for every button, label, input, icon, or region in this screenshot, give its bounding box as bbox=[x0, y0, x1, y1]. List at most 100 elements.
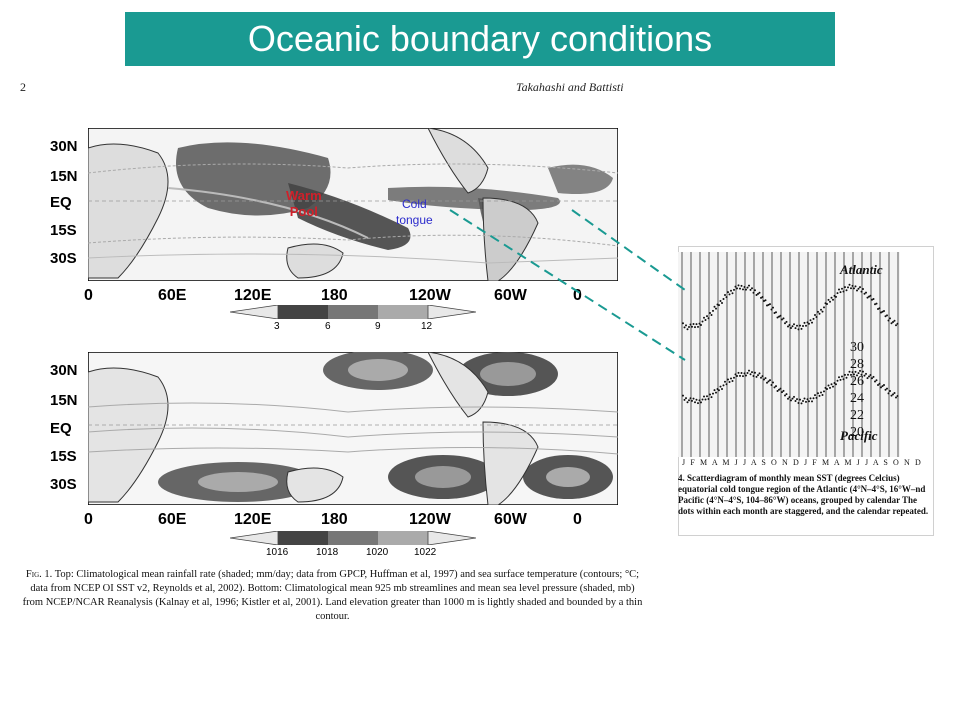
sst-scatter-dot bbox=[794, 400, 797, 403]
sst-scatter-dot bbox=[683, 326, 686, 329]
sst-scatter-dot bbox=[868, 375, 870, 378]
sst-scatter-dot bbox=[880, 386, 882, 389]
sst-scatter-dot bbox=[785, 320, 788, 323]
sst-scatter-dot bbox=[887, 319, 890, 322]
sst-scatter-dot bbox=[757, 292, 759, 295]
sst-scatter-dot bbox=[755, 293, 758, 296]
sst-scatter-dot bbox=[709, 312, 711, 315]
sst-scatter-dot bbox=[748, 369, 750, 372]
sst-scatter-dot bbox=[715, 391, 717, 394]
bottom-cb-1020: 1020 bbox=[366, 547, 389, 558]
top-lon-180: 180 bbox=[321, 287, 348, 304]
sst-scatter-dot bbox=[872, 298, 875, 301]
sst-scatter-dot bbox=[799, 324, 801, 327]
top-map-figure bbox=[88, 128, 618, 281]
sst-scatter-dot bbox=[866, 377, 869, 380]
sst-scatter-dot bbox=[772, 381, 774, 384]
sst-scatter-dot bbox=[814, 394, 816, 397]
sst-scatter-dot bbox=[850, 287, 852, 290]
sst-scatter-dot bbox=[830, 383, 833, 386]
sst-scatter-dot bbox=[752, 291, 755, 294]
sst-scatter-dot bbox=[895, 396, 897, 399]
sst-scatter-dot bbox=[883, 383, 885, 386]
sst-scatter-dot bbox=[823, 306, 825, 309]
sst-scatter-dot bbox=[851, 371, 854, 374]
sst-scatter-dot bbox=[847, 373, 849, 376]
sst-scatter-dot bbox=[820, 391, 822, 394]
sst-y-26: 26 bbox=[850, 374, 864, 389]
sst-scatter-dot bbox=[862, 288, 864, 291]
top-cb-6: 6 bbox=[325, 321, 331, 332]
sst-scatter-dot bbox=[817, 392, 819, 395]
sst-scatter-dot bbox=[863, 292, 866, 295]
sst-scatter-dot bbox=[713, 389, 716, 392]
sst-scatter-dot bbox=[839, 291, 842, 294]
bottom-lon-0-end: 0 bbox=[573, 511, 582, 528]
sst-scatter-dot bbox=[835, 383, 837, 386]
sst-scatter-dot bbox=[727, 378, 729, 381]
sst-scatter-dot bbox=[728, 380, 731, 383]
sst-scatter-dot bbox=[722, 384, 725, 387]
sst-scatter-dot bbox=[770, 308, 773, 311]
sst-scatter-dot bbox=[728, 293, 731, 296]
sst-scatter-dot bbox=[845, 289, 848, 292]
sst-scatter-dot bbox=[836, 379, 839, 382]
sst-scatter-dot bbox=[788, 323, 791, 326]
sst-scatter-dot bbox=[866, 296, 869, 299]
sst-scatter-dot bbox=[748, 284, 750, 287]
sst-scatter-dot bbox=[721, 388, 723, 391]
sst-scatter-dot bbox=[848, 283, 851, 286]
sst-scatter-dot bbox=[760, 376, 762, 379]
sst-scatter-dot bbox=[757, 374, 759, 377]
sst-scatter-plot bbox=[678, 252, 900, 457]
sst-scatter-dot bbox=[790, 399, 792, 402]
sst-scatter-dot bbox=[742, 375, 744, 378]
sst-scatter-dot bbox=[854, 370, 857, 373]
sst-scatter-dot bbox=[853, 287, 855, 290]
bottom-lon-60w: 60W bbox=[494, 511, 527, 528]
top-cb-3: 3 bbox=[274, 321, 280, 332]
sst-scatter-dot bbox=[824, 302, 827, 305]
sst-scatter-dot bbox=[734, 373, 737, 376]
sst-scatter-dot bbox=[694, 401, 696, 404]
sst-scatter-dot bbox=[682, 322, 684, 325]
sst-scatter-dot bbox=[712, 392, 714, 395]
sst-scatter-dot bbox=[830, 296, 833, 299]
sst-scatter-dot bbox=[896, 394, 899, 397]
sst-scatter-dot bbox=[847, 286, 849, 289]
sst-scatter-dot bbox=[718, 389, 720, 392]
sst-scatter-dot bbox=[803, 397, 806, 400]
sst-scatter-dot bbox=[787, 397, 789, 400]
sst-scatter-dot bbox=[850, 373, 852, 376]
sst-scatter-dot bbox=[793, 323, 795, 326]
top-lat-30s: 30S bbox=[50, 250, 77, 267]
sst-scatter-dot bbox=[893, 391, 896, 394]
sst-scatter-dot bbox=[719, 300, 722, 303]
sst-scatter-dot bbox=[698, 322, 701, 325]
bottom-lon-0: 0 bbox=[84, 511, 93, 528]
bottom-lat-15s: 15S bbox=[50, 448, 77, 465]
sst-scatter-dot bbox=[698, 399, 701, 402]
sst-y-30: 30 bbox=[850, 340, 864, 355]
sst-scatter-dot bbox=[878, 382, 881, 385]
sst-scatter-dot bbox=[860, 290, 863, 293]
sst-scatter-dot bbox=[802, 324, 804, 327]
sst-scatter-dot bbox=[829, 386, 831, 389]
sst-scatter-dot bbox=[784, 322, 786, 325]
top-lon-60e: 60E bbox=[158, 287, 187, 304]
sst-scatter-dot bbox=[844, 286, 846, 289]
bottom-lon-180: 180 bbox=[321, 511, 348, 528]
sst-scatter-dot bbox=[685, 397, 687, 400]
sst-scatter-dot bbox=[869, 373, 872, 376]
sst-scatter-dot bbox=[853, 373, 855, 376]
bottom-cb-1022: 1022 bbox=[414, 547, 437, 558]
sst-scatter-dot bbox=[884, 315, 887, 318]
sst-scatter-dot bbox=[875, 379, 878, 382]
sst-scatter-dot bbox=[692, 323, 695, 326]
top-lon-60w: 60W bbox=[494, 287, 527, 304]
sst-scatter-dot bbox=[746, 286, 749, 289]
top-lon-0-end: 0 bbox=[573, 287, 582, 304]
sst-scatter-dot bbox=[709, 393, 711, 396]
sst-scatter-dot bbox=[794, 327, 797, 330]
